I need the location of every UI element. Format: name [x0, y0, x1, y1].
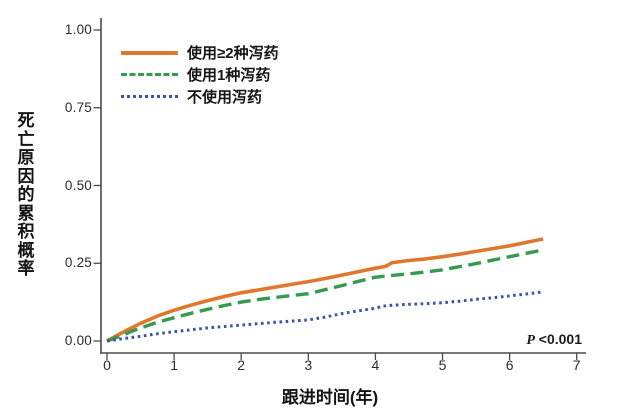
series-curve-0 — [106, 237, 544, 343]
series-curve-1 — [106, 248, 544, 343]
series-curve-2 — [106, 290, 544, 343]
